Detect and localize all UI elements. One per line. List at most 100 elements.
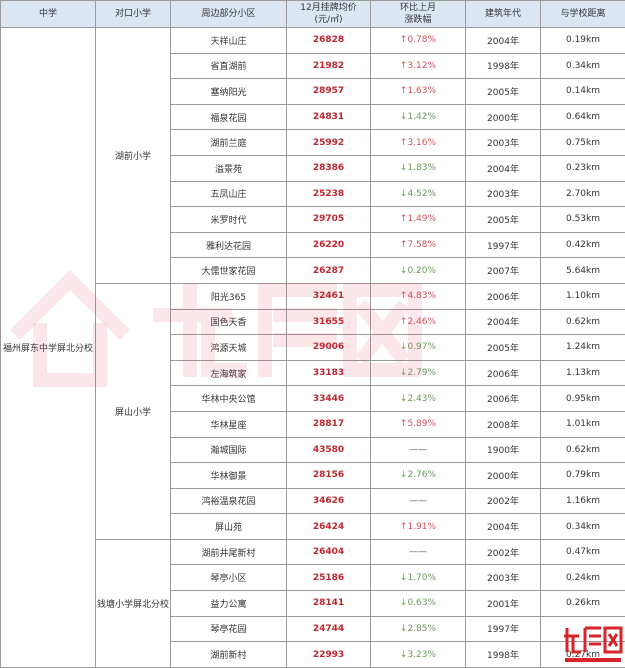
community-cell: 福泉花园 [170,103,287,131]
change-cell: ↑1.91% [370,513,466,540]
community-cell: 国色天香 [170,308,287,336]
community-cell: 天祥山庄 [170,27,287,54]
change-cell: ↓0.63% [370,590,466,617]
distance-cell: 0.79km [540,462,625,489]
table-row: 琴亭小区 25186 ↓1.70% 2003年 0.24km [1,564,625,592]
change-cell: ↓1.42% [370,103,466,131]
header-middle-school: 中学 [0,0,96,28]
table-row: 溢景苑 28386 ↓1.83% 2004年 0.23km [1,154,625,182]
price-cell: 28386 [286,154,371,182]
change-cell: ↓0.97% [370,334,466,361]
table-row: 国色天香 31655 ↑2.46% 2004年 0.62km [1,308,625,336]
change-cell: ↑1.49% [370,206,466,233]
price-cell: 29006 [286,334,371,361]
community-cell: 左海筑家 [170,359,287,387]
distance-cell: 0.42km [540,231,625,259]
year-cell: 2005年 [465,206,541,233]
year-cell: 2006年 [465,359,541,387]
distance-cell: 0.95km [540,385,625,412]
distance-cell: 0.34km [540,513,625,540]
header-distance: 与学校距离 [540,0,625,28]
distance-cell: 0.27km [540,641,625,668]
table-row: 福泉花园 24831 ↓1.42% 2000年 0.64km [1,103,625,131]
year-cell: 2000年 [465,103,541,131]
community-cell: 大儒世家花园 [170,257,287,284]
year-cell: 2006年 [465,282,541,310]
table-row: 华林星座 28817 ↑5.89% 2008年 1.01km [1,410,625,438]
primary-school-cell: 钱塘小学屏北分校 [95,538,171,668]
year-cell: 1997年 [465,231,541,259]
year-cell: 1998年 [465,52,541,80]
distance-cell: 1.24km [540,334,625,361]
table-row: 屏山苑 26424 ↑1.91% 2004年 0.34km [1,513,625,540]
change-cell: ↑3.16% [370,129,466,156]
distance-cell: 0.47km [540,538,625,566]
community-cell: 湖前新村 [170,641,287,668]
change-cell: —— [370,436,466,464]
distance-cell: 0.34km [540,52,625,80]
price-cell: 25238 [286,180,371,208]
header-price-unit: (元/㎡) [314,15,343,25]
price-cell: 26220 [286,231,371,259]
price-cell: 24831 [286,103,371,131]
year-cell: 2008年 [465,410,541,438]
table-row: 钱塘小学屏北分校 湖前井尾新村 26404 —— 2002年 0.47km [1,538,625,668]
community-cell: 华林中央公馆 [170,385,287,412]
price-cell: 33446 [286,385,371,412]
price-cell: 28957 [286,78,371,105]
year-cell: 2003年 [465,129,541,156]
community-cell: 鸿源天城 [170,334,287,361]
year-cell: 1900年 [465,436,541,464]
change-cell: ↓2.43% [370,385,466,412]
year-cell: 2003年 [465,564,541,592]
year-cell: 2003年 [465,180,541,208]
distance-cell: 2.70km [540,180,625,208]
change-cell: ↓1.70% [370,564,466,592]
distance-cell: 0.64km [540,103,625,131]
community-cell: 鸿裕温泉花园 [170,487,287,515]
price-cell: 33183 [286,359,371,387]
price-cell: 26404 [286,538,371,566]
table-row: 五凤山庄 25238 ↓4.52% 2003年 2.70km [1,180,625,208]
price-cell: 25186 [286,564,371,592]
distance-cell: 1.01km [540,410,625,438]
year-cell: 2006年 [465,385,541,412]
header-year: 建筑年代 [465,0,541,28]
price-cell: 28141 [286,590,371,617]
year-cell: 2004年 [465,308,541,336]
distance-cell: 1.13km [540,359,625,387]
header-price: 12月挂牌均价 (元/㎡) [286,0,371,28]
header-change: 环比上月 涨跌幅 [370,0,466,28]
distance-cell: 0.62km [540,308,625,336]
year-cell: 2005年 [465,78,541,105]
primary-school-cell: 屏山小学 [95,282,171,540]
community-cell: 雅利达花园 [170,231,287,259]
community-cell: 瀚城国际 [170,436,287,464]
header-change-line1: 环比上月 [399,3,436,13]
price-cell: 22993 [286,641,371,668]
primary-school-cell: 湖前小学 [95,27,171,284]
change-cell: ↑4.83% [370,282,466,310]
community-cell: 省直湖前 [170,52,287,80]
table-row: 琴亭花园 24744 ↓2.85% 1997年 [1,615,625,643]
price-cell: 26287 [286,257,371,284]
year-cell: 1998年 [465,641,541,668]
header-primary-school: 对口小学 [95,0,171,28]
community-cell: 阳光365 [170,282,287,310]
change-cell: ↓2.85% [370,615,466,643]
change-cell: —— [370,538,466,566]
header-price-line1: 12月挂牌均价 [300,3,357,13]
table-row: 省直湖前 21982 ↑3.12% 1998年 0.34km [1,52,625,80]
header-change-line2: 涨跌幅 [404,15,432,25]
community-cell: 湖前兰庭 [170,129,287,156]
price-cell: 24744 [286,615,371,643]
community-cell: 益力公寓 [170,590,287,617]
community-cell: 湖前井尾新村 [170,538,287,566]
distance-cell: 0.19km [540,27,625,54]
header-row: 中学 对口小学 周边部分小区 12月挂牌均价 (元/㎡) 环比上月 涨跌幅 建筑年代… [0,0,625,28]
price-cell: 34626 [286,487,371,515]
community-cell: 溢景苑 [170,154,287,182]
community-cell: 米罗时代 [170,206,287,233]
change-cell: —— [370,487,466,515]
price-cell: 26828 [286,27,371,54]
